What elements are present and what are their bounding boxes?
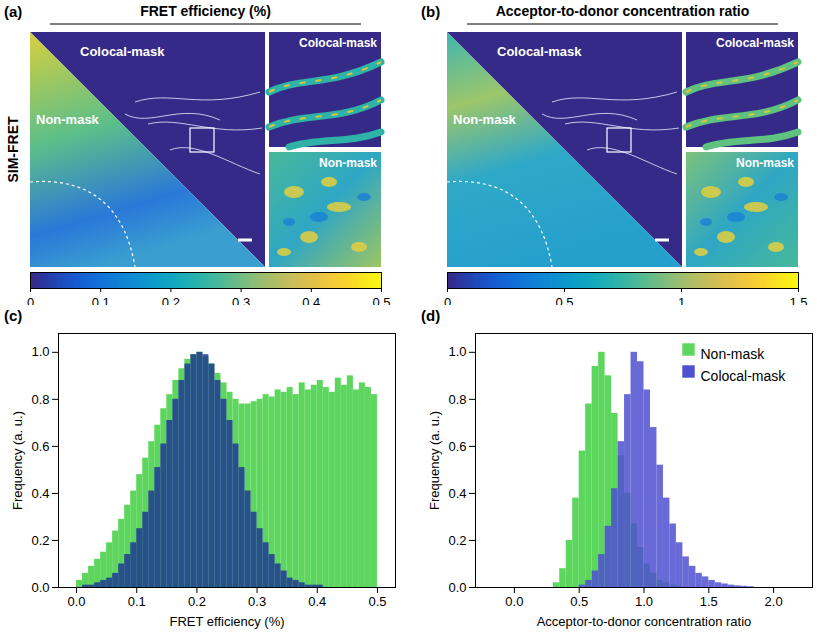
svg-text:1.5: 1.5 [700,594,718,609]
svg-text:(b): (b) [421,3,440,20]
svg-text:Non-mask: Non-mask [453,112,517,127]
svg-text:Non-mask: Non-mask [736,156,794,170]
svg-text:0.1: 0.1 [128,594,146,609]
svg-text:0.0: 0.0 [68,594,86,609]
svg-text:Acceptor-to-donor concentratio: Acceptor-to-donor concentration ratio [537,614,752,629]
svg-text:Colocal-mask: Colocal-mask [701,368,787,384]
svg-text:Frequency (a. u.): Frequency (a. u.) [427,411,442,510]
svg-text:0.1: 0.1 [91,294,110,310]
svg-text:0.6: 0.6 [448,439,466,454]
svg-text:0.5: 0.5 [372,294,391,310]
svg-text:0.5: 0.5 [555,294,574,310]
svg-text:0.2: 0.2 [31,533,49,548]
svg-text:0.0: 0.0 [505,594,523,609]
svg-text:0: 0 [26,294,35,310]
svg-text:0.4: 0.4 [448,486,466,501]
svg-text:Colocal-mask: Colocal-mask [299,36,377,50]
svg-text:0.0: 0.0 [31,580,49,595]
svg-text:0.2: 0.2 [188,594,206,609]
svg-text:0.2: 0.2 [448,533,466,548]
svg-text:0.4: 0.4 [302,294,321,310]
svg-text:SIM-FRET: SIM-FRET [5,116,21,183]
svg-text:FRET efficiency (%): FRET efficiency (%) [169,614,284,629]
svg-text:0.8: 0.8 [448,392,466,407]
svg-text:0.4: 0.4 [308,594,326,609]
svg-text:Colocal-mask: Colocal-mask [497,44,582,59]
svg-text:1.0: 1.0 [635,594,653,609]
svg-text:1.0: 1.0 [448,344,466,359]
svg-text:2.0: 2.0 [765,594,783,609]
svg-text:1: 1 [677,294,686,310]
svg-text:Colocal-mask: Colocal-mask [80,44,165,59]
svg-text:0.8: 0.8 [31,392,49,407]
svg-text:Non-mask: Non-mask [319,156,377,170]
svg-text:Colocal-mask: Colocal-mask [716,36,794,50]
svg-text:0.5: 0.5 [368,594,386,609]
html-text:(d): (d) [421,307,441,324]
svg-text:1.0: 1.0 [31,344,49,359]
svg-text:FRET efficiency (%): FRET efficiency (%) [140,3,271,19]
svg-text:Acceptor-to-donor concentratio: Acceptor-to-donor concentration ratio [496,3,750,19]
svg-text:0.2: 0.2 [161,294,180,310]
svg-text:0: 0 [443,294,452,310]
svg-text:Non-mask: Non-mask [36,112,100,127]
svg-text:0.6: 0.6 [31,439,49,454]
svg-text:0.0: 0.0 [448,580,466,595]
svg-text:1.5: 1.5 [789,294,808,310]
svg-text:Non-mask: Non-mask [701,346,766,362]
svg-text:(a): (a) [4,3,22,20]
svg-text:Frequency (a. u.): Frequency (a. u.) [10,411,25,510]
html-text:(c): (c) [4,307,23,324]
svg-text:0.5: 0.5 [570,594,588,609]
svg-text:0.3: 0.3 [232,294,251,310]
svg-text:0.3: 0.3 [248,594,266,609]
svg-text:0.4: 0.4 [31,486,49,501]
